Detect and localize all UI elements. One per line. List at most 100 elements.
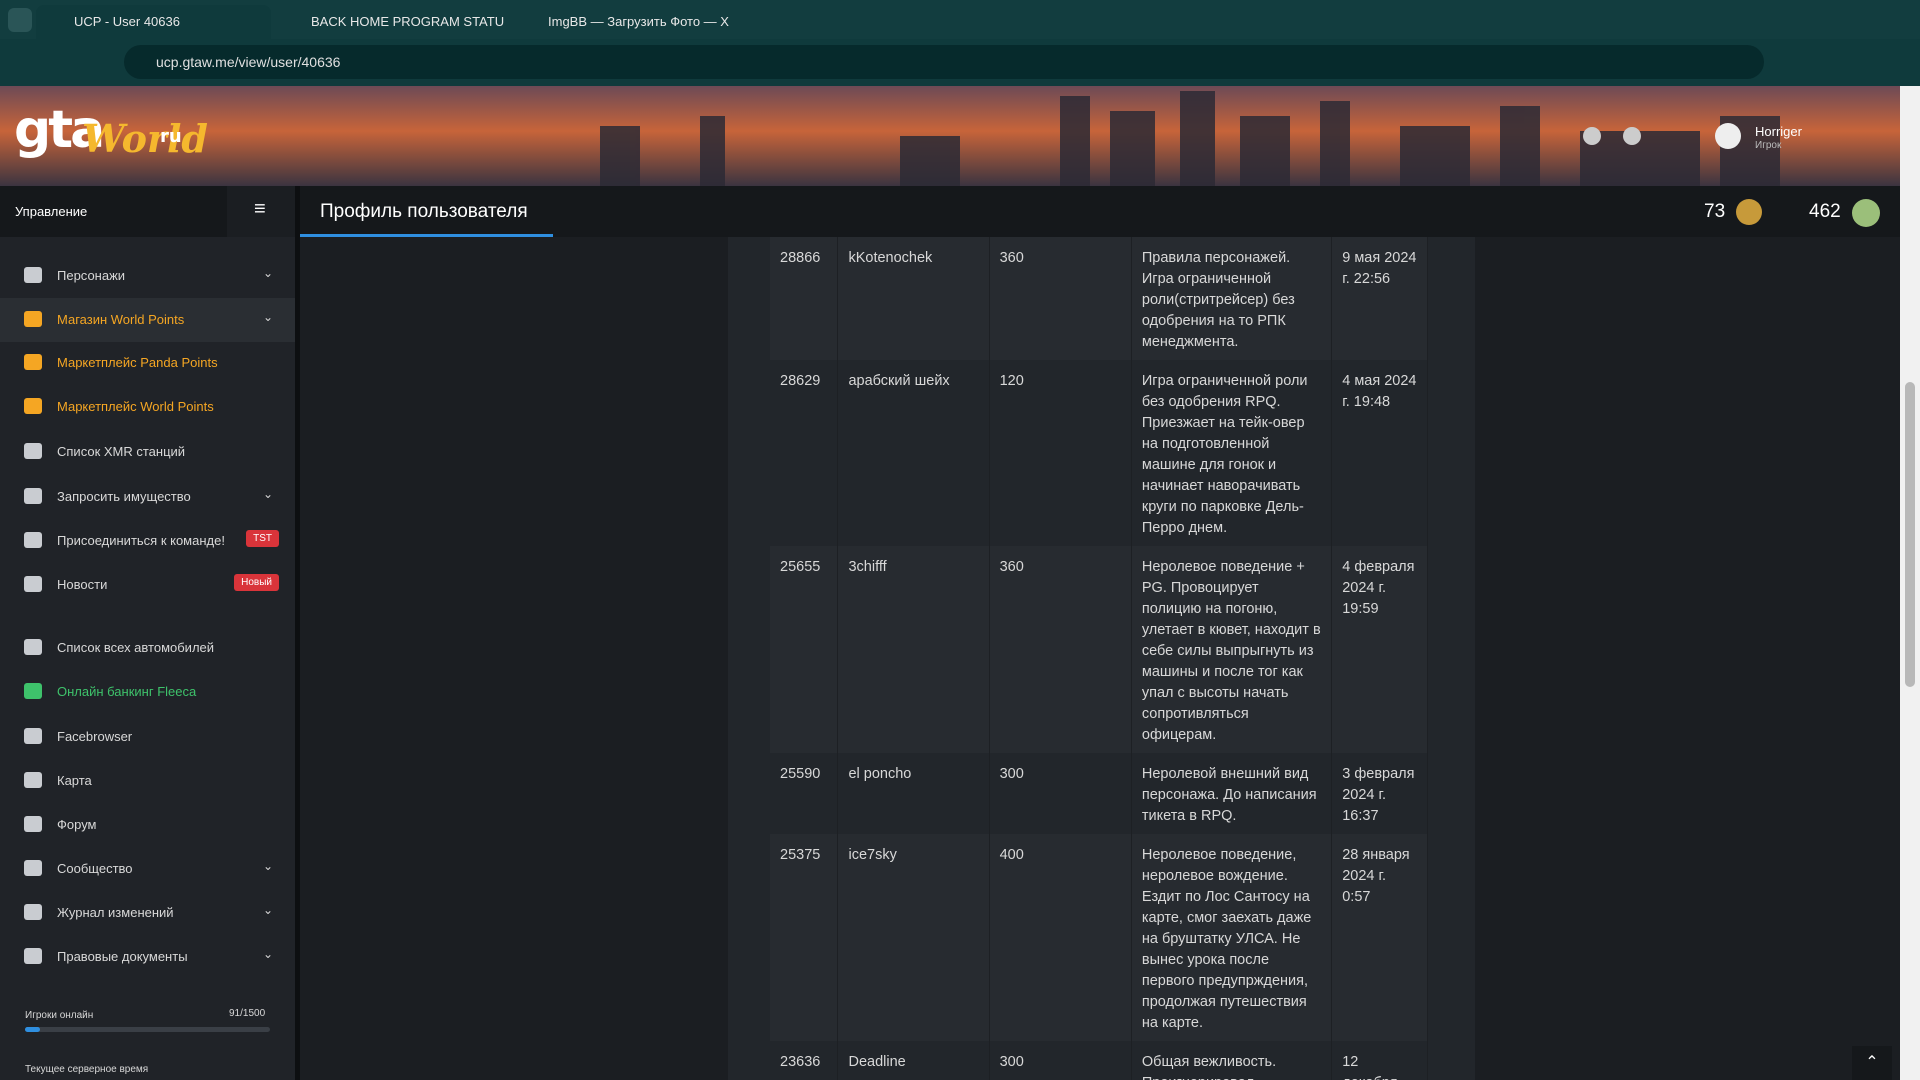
online-bar (25, 1027, 270, 1032)
menu-label: Онлайн банкинг Fleeca (57, 684, 197, 699)
online-title: Игроки онлайн (25, 1010, 94, 1021)
logo-ru: ru (160, 126, 182, 147)
chevron[interactable]: ⌄ (262, 487, 273, 501)
tab[interactable]: ImgBB — Загрузить Фото — X (548, 14, 729, 29)
menu-label: Маркетплейс Panda Points (57, 355, 218, 370)
menu-label: Facebrowser (57, 729, 133, 744)
server-time: Текущее серверное время (25, 1064, 149, 1075)
menu-icon (24, 728, 42, 744)
cell: 300 (989, 1041, 1132, 1080)
tab-menu[interactable] (8, 8, 32, 32)
menu-icon (24, 860, 42, 876)
tab[interactable]: BACK HOME PROGRAM STATU (311, 14, 505, 29)
user-role: Игрок (1755, 140, 1782, 151)
stat-icon (1852, 199, 1880, 227)
menu-label: Маркетплейс World Points (57, 399, 214, 414)
stat-value: 73 (1704, 201, 1726, 222)
menu-icon (24, 398, 42, 414)
menu-toggle[interactable]: ≡ (227, 186, 295, 237)
cell: 23636 (770, 1041, 839, 1080)
menu-item[interactable]: Присоединиться к команде! TST (0, 519, 295, 563)
cell: 25655 (770, 546, 839, 753)
menu-item[interactable]: Магазин World Points ⌄ (0, 298, 295, 342)
chevron[interactable]: ⌄ (262, 310, 273, 324)
menu-item[interactable]: Facebrowser (0, 715, 295, 759)
menu-item[interactable]: Сообщество ⌄ (0, 847, 295, 891)
menu-icon (24, 948, 42, 964)
skyline (600, 91, 1780, 186)
menu-label: Запросить имущество (57, 489, 191, 504)
menu-icon (24, 311, 42, 327)
cell: 4 февраля 2024 г. 19:59 (1331, 546, 1428, 753)
scroll-top[interactable]: ⌃ (1852, 1046, 1892, 1080)
cell: Игра ограниченной роли без одобрения RPQ… (1131, 360, 1333, 546)
chevron[interactable]: ⌄ (262, 859, 273, 873)
table-row: 28866 kKotenochek 360 Правила персонажей. И… (770, 237, 1428, 360)
menu-item[interactable]: Журнал изменений ⌄ (0, 891, 295, 935)
cell: 4 мая 2024 г. 19:48 (1331, 360, 1428, 546)
cell: 28629 (770, 360, 839, 546)
menu-icon (24, 532, 42, 548)
cell: арабский шейх (837, 360, 990, 546)
table-row: 28629 арабский шейх 120 Игра ограниченной р… (770, 360, 1428, 546)
cell: 300 (989, 753, 1132, 834)
menu-label: Форум (57, 817, 97, 832)
punishments-table: #АдминистраторДлительностьПричинаДата288… (770, 237, 1428, 1080)
tab[interactable]: UCP - User 40636 (36, 5, 271, 39)
menu-label: Карта (57, 773, 92, 788)
panel: #АдминистраторДлительностьПричинаДата288… (728, 237, 1475, 1080)
menu-label: Список всех автомобилей (57, 640, 215, 655)
banner: gta World ru Horriger Игрок (0, 86, 1900, 186)
cell: 3 февраля 2024 г. 16:37 (1331, 753, 1428, 834)
menu-item[interactable]: Маркетплейс Panda Points (0, 341, 295, 385)
user-name[interactable]: Horriger (1755, 124, 1802, 139)
menu-item[interactable]: Список XMR станций (0, 430, 295, 474)
logo-gta[interactable]: gta (14, 100, 105, 160)
title-bar: Профиль пользователя 73 462 (300, 186, 1900, 237)
cell: 360 (989, 546, 1132, 753)
cell: el poncho (837, 753, 990, 834)
menu-label: Сообщество (57, 861, 133, 876)
address-bar: ucp.gtaw.me/view/user/40636 (0, 39, 1920, 86)
url[interactable]: ucp.gtaw.me/view/user/40636 (124, 45, 1764, 79)
menu-label: Правовые документы (57, 949, 188, 964)
menu-icon (24, 904, 42, 920)
cell: kKotenochek (837, 237, 990, 360)
cell: Deadline (837, 1041, 990, 1080)
menu-icon (24, 816, 42, 832)
cell: ice7sky (837, 834, 990, 1041)
menu-item[interactable]: Маркетплейс World Points (0, 385, 295, 429)
scrollbar[interactable] (1900, 86, 1920, 1080)
menu-icon (24, 772, 42, 788)
cell: Правила персонажей. Игра ограниченной ро… (1131, 237, 1333, 360)
menu-item[interactable]: Новости Новый (0, 563, 295, 607)
menu-item[interactable]: Персонажи ⌄ (0, 254, 295, 298)
menu-item[interactable]: Список всех автомобилей (0, 626, 295, 670)
menu-item[interactable]: Карта (0, 759, 295, 803)
sidebar: Управление ≡ Игроки онлайн 91/1500 Текущ… (0, 186, 295, 1080)
cell: 28866 (770, 237, 839, 360)
stat-value: 462 (1809, 201, 1841, 222)
cell: Общая вежливость. Проигнорировал требова… (1131, 1041, 1333, 1080)
menu-item[interactable]: Правовые документы ⌄ (0, 935, 295, 979)
cell: 400 (989, 834, 1132, 1041)
menu-icon (24, 354, 42, 370)
tab-indicator (300, 234, 553, 237)
chevron[interactable]: ⌄ (262, 266, 273, 280)
divider (295, 186, 300, 1080)
menu-item[interactable]: Форум (0, 803, 295, 847)
cell: 12 декабря 2023 г. (1331, 1041, 1428, 1080)
chevron[interactable]: ⌄ (262, 903, 273, 917)
menu-item[interactable]: Онлайн банкинг Fleeca (0, 670, 295, 714)
menu-item[interactable]: Запросить имущество ⌄ (0, 475, 295, 519)
menu-label: Новости (57, 577, 108, 592)
cell: 120 (989, 360, 1132, 546)
menu-badge: TST (246, 530, 279, 547)
chevron[interactable]: ⌄ (262, 947, 273, 961)
tab-bar: UCP - User 40636 BACK HOME PROGRAM STATU I… (0, 0, 1920, 39)
page-title: Профиль пользователя (320, 201, 528, 222)
logo-world[interactable]: World (82, 116, 208, 161)
cell: 3chifff (837, 546, 990, 753)
